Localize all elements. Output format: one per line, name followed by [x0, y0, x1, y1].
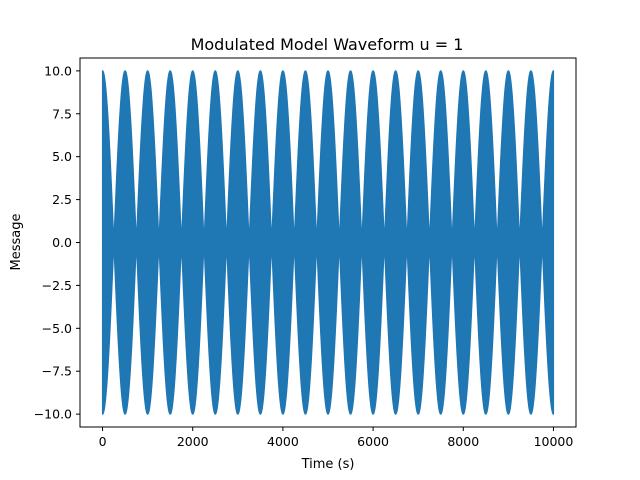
- plot-frame: [79, 57, 577, 428]
- y-tick-label: 5.0: [52, 149, 72, 164]
- series-layer: [101, 69, 555, 416]
- x-tick-label: 6000: [357, 434, 389, 449]
- y-tick-label: −5.0: [42, 321, 72, 336]
- x-tick-label: 4000: [267, 434, 299, 449]
- y-tick-label: −7.5: [42, 364, 72, 379]
- y-axis-ticks: −10.0 −7.5 −5.0 −2.5 0.0 2.5 5.0 7.5 10.0: [34, 63, 80, 422]
- x-axis-ticks: 0 2000 4000 6000 8000 10000: [99, 427, 574, 449]
- y-axis-label: Message: [9, 214, 24, 271]
- x-tick-label: 8000: [447, 434, 479, 449]
- x-tick-label: 10000: [534, 434, 574, 449]
- y-tick-label: 2.5: [52, 192, 72, 207]
- x-tick-label: 2000: [177, 434, 209, 449]
- y-tick-label: 10.0: [44, 63, 72, 78]
- x-tick-label: 0: [99, 434, 107, 449]
- y-tick-label: −10.0: [34, 407, 72, 422]
- y-tick-label: −2.5: [42, 278, 72, 293]
- x-axis-label: Time (s): [301, 457, 355, 472]
- y-tick-label: 0.0: [52, 235, 72, 250]
- chart-title: Modulated Model Waveform u = 1: [191, 35, 464, 54]
- y-tick-label: 7.5: [52, 106, 72, 121]
